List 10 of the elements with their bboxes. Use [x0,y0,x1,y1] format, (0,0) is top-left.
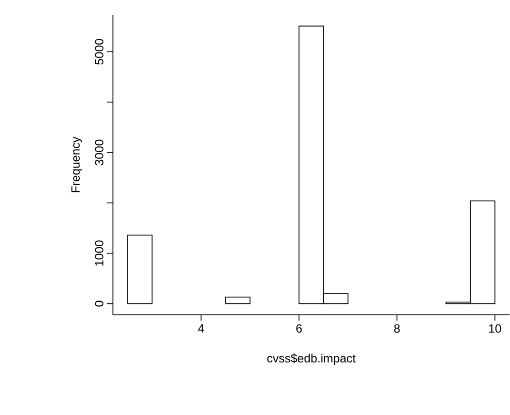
y-axis-title: Frequency [71,136,82,192]
y-tick-label: 1000 [94,240,104,266]
y-tick-label: 0 [94,300,104,307]
x-tick-label: 6 [296,324,302,333]
y-tick-label: 5000 [94,39,104,65]
x-tick-label: 8 [394,324,400,333]
y-tick-label: 3000 [94,140,104,166]
x-tick-label: 10 [489,324,502,333]
x-axis-title: cvss$edb.impact [267,354,356,366]
x-tick-label: 4 [198,324,204,333]
